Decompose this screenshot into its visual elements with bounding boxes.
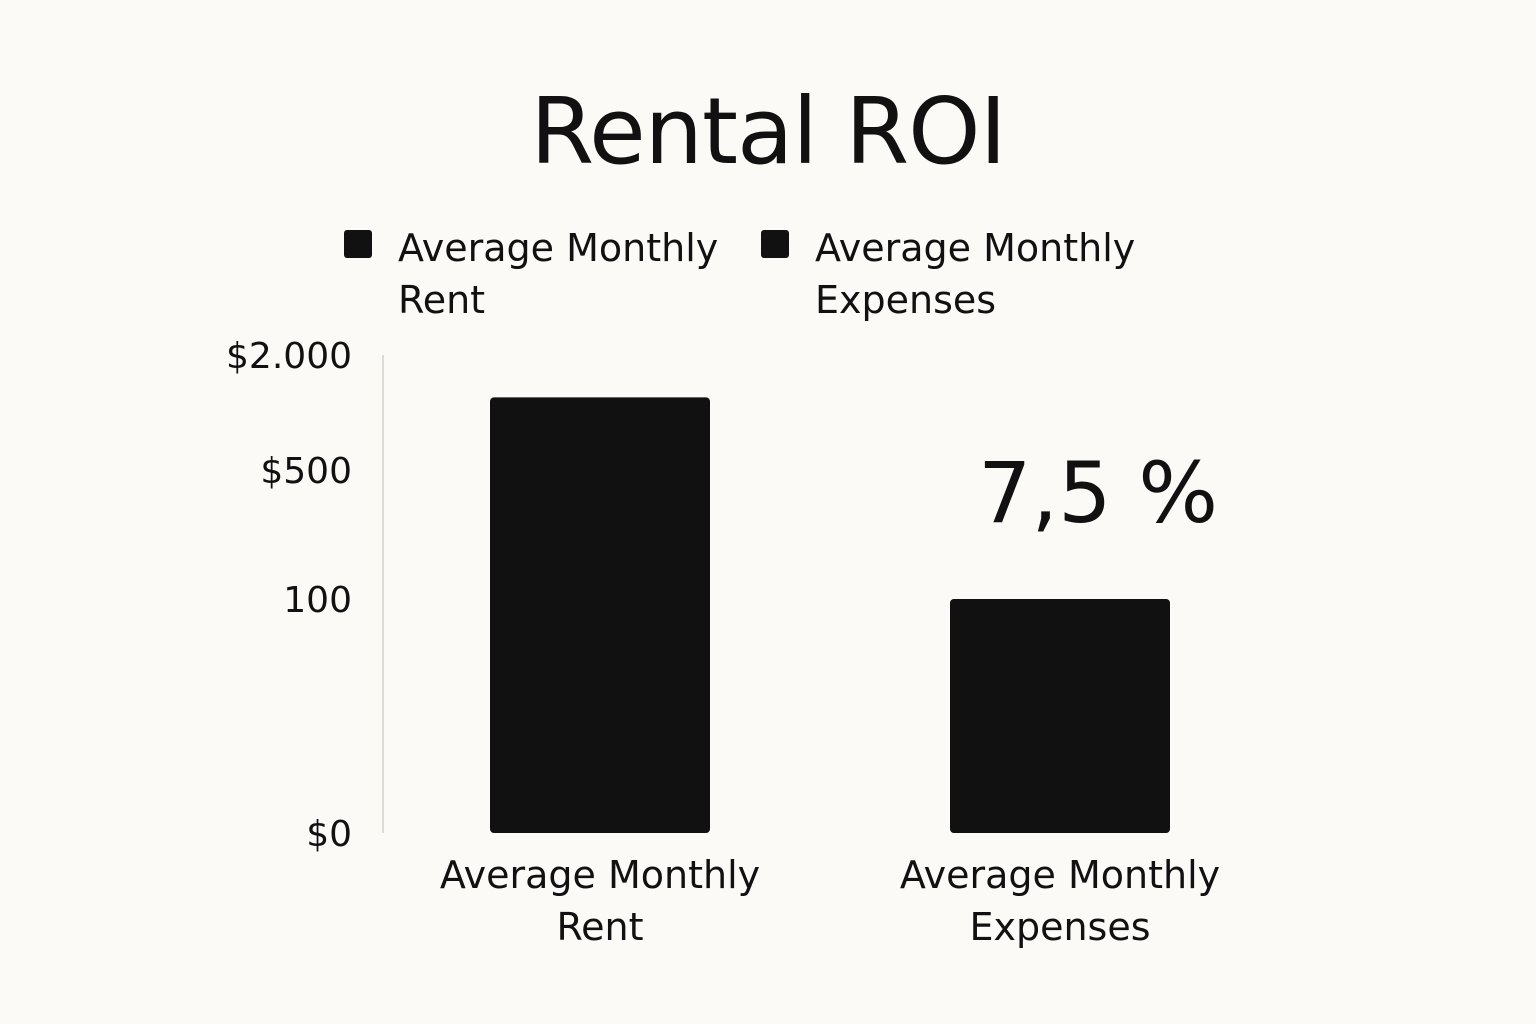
legend-swatch-expenses	[761, 230, 789, 258]
legend-label-expenses-line-2: Expenses	[815, 278, 997, 322]
chart-title: Rental ROI	[530, 78, 1006, 185]
y-tick-label: $0	[306, 814, 352, 855]
x-category-label: Rent	[556, 905, 643, 949]
roi-annotation: 7,5 %	[978, 444, 1218, 542]
x-category-label: Average Monthly	[440, 853, 760, 897]
legend-label-expenses: Average Monthly Expenses	[815, 222, 1155, 326]
legend-label-rent-line-2: Rent	[398, 278, 486, 322]
legend-swatch-rent	[344, 230, 372, 258]
x-category-label: Expenses	[969, 905, 1150, 949]
annotation-backdrop	[985, 445, 1215, 535]
legend-label-rent: Average Monthly Rent	[398, 222, 738, 326]
bar-expenses	[950, 599, 1170, 833]
y-tick-label: $2.000	[226, 336, 352, 377]
y-tick-label: $500	[260, 451, 352, 492]
legend-label-rent-line-1: Average Monthly	[398, 226, 719, 270]
x-category-label: Average Monthly	[900, 853, 1220, 897]
bar-rent	[490, 397, 710, 833]
y-tick-label: 100	[283, 580, 352, 621]
legend-label-expenses-line-1: Average Monthly	[815, 226, 1136, 270]
